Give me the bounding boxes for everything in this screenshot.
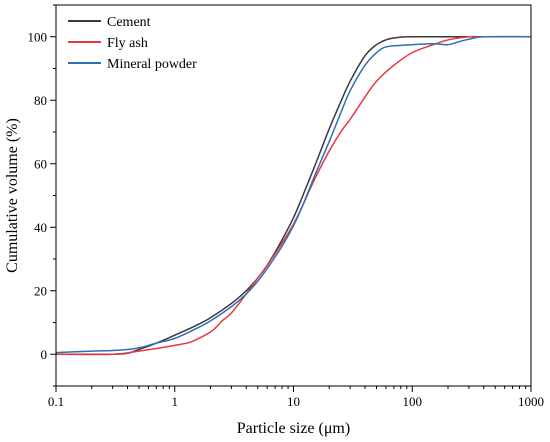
legend-label: Fly ash	[107, 36, 148, 51]
y-tick-label: 20	[34, 283, 47, 298]
x-axis: 0.1 1 10 100 1000	[48, 386, 544, 409]
x-tick-label: 10	[287, 394, 300, 409]
legend-label: Cement	[107, 15, 151, 30]
legend-label: Mineral powder	[107, 57, 197, 72]
series-line-fly-ash	[55, 35, 531, 356]
y-tick-label: 100	[28, 29, 48, 44]
y-axis-title: Cumulative volume (%)	[4, 118, 21, 273]
x-tick-label: 1	[172, 394, 179, 409]
legend: Cement Fly ash Mineral powder	[68, 15, 197, 72]
y-axis: 0 20 40 60 80 100	[28, 4, 56, 387]
x-tick-label: 1000	[518, 394, 544, 409]
x-tick-label: 100	[403, 394, 423, 409]
series-line-cement	[56, 35, 531, 356]
y-tick-label: 60	[34, 156, 47, 171]
y-tick-label: 40	[34, 220, 47, 235]
y-tick-label: 80	[34, 93, 47, 108]
series-line-mineral-powder	[55, 35, 532, 354]
y-tick-label: 0	[41, 347, 48, 362]
series-curves	[55, 35, 532, 356]
x-axis-title: Particle size (μm)	[237, 420, 350, 437]
x-tick-label: 0.1	[48, 394, 64, 409]
